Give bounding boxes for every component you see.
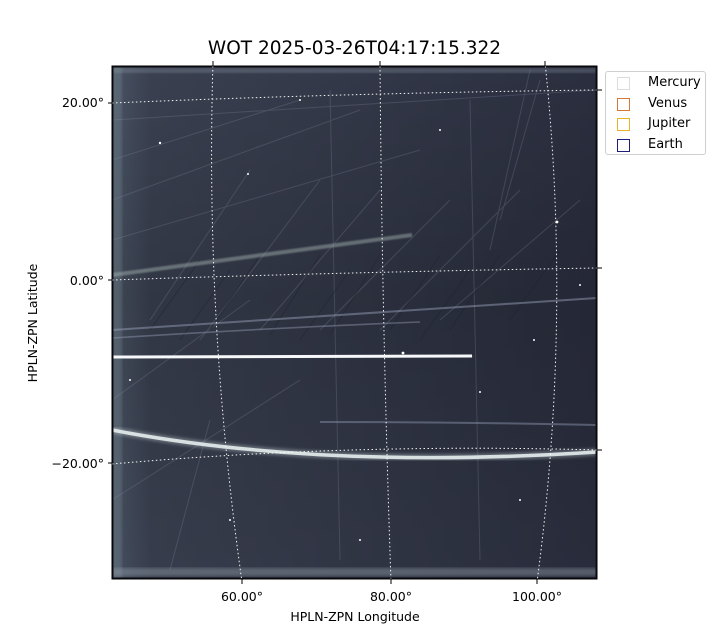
x-tick-label: 80.00° [370,589,412,604]
y-axis-label: HPLN-ZPN Latitude [25,263,40,382]
y-ticks [108,102,112,464]
x-ticks [241,579,538,584]
legend-swatch [617,117,630,131]
legend: Mercury Venus Jupiter Earth [605,71,706,155]
coordinate-grid [112,66,597,579]
y-tick-label: −20.00° [51,456,104,471]
dark-streaks [149,249,561,341]
x-ticks-top [212,61,546,66]
legend-label: Earth [648,137,683,152]
y-tick-label: 0.00° [70,273,104,288]
y-tick-label: 20.00° [62,95,104,110]
axes-frame [111,65,598,580]
y-ticks-right [597,89,602,451]
legend-swatch [617,97,630,111]
sky-image [112,66,597,579]
legend-swatch [617,138,630,152]
legend-item-mercury: Mercury [617,75,701,91]
legend-label: Venus [648,96,688,111]
stars [129,99,581,541]
plot-title: WOT 2025-03-26T04:17:15.322 [207,38,502,59]
x-tick-label: 60.00° [221,589,263,604]
x-axis-label: HPLN-ZPN Longitude [290,609,420,624]
legend-item-earth: Earth [617,137,683,153]
legend-label: Jupiter [648,116,691,131]
legend-label: Mercury [648,75,701,90]
legend-item-jupiter: Jupiter [617,116,690,132]
x-tick-label: 100.00° [512,589,562,604]
legend-item-venus: Venus [617,96,687,112]
legend-swatch [617,76,630,90]
